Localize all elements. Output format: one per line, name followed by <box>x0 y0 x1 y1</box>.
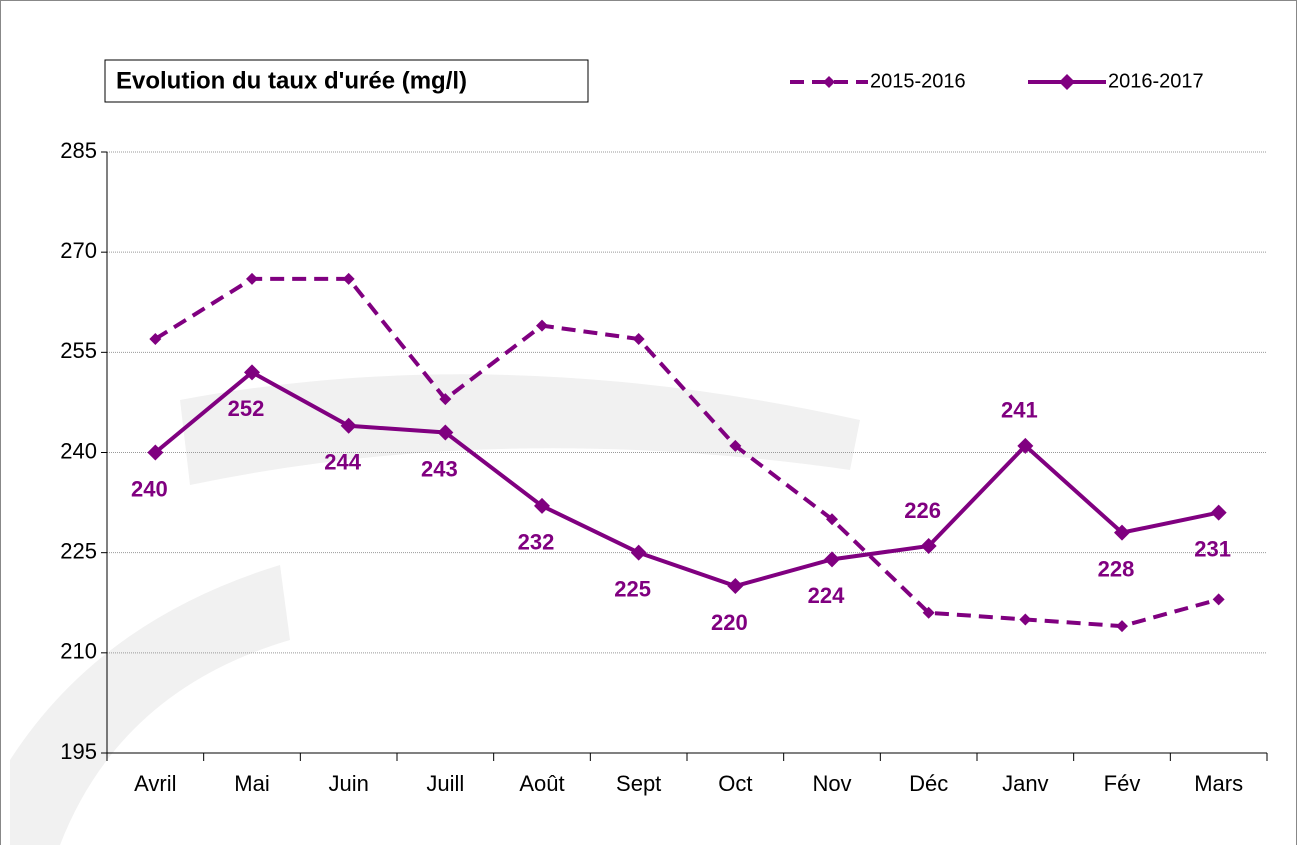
chart-title: Evolution du taux d'urée (mg/l) <box>116 67 467 94</box>
marker <box>147 444 164 461</box>
marker <box>727 578 744 595</box>
data-label: 226 <box>904 498 941 523</box>
data-label: 244 <box>324 450 361 475</box>
x-tick-label: Oct <box>718 771 752 796</box>
marker <box>439 393 452 406</box>
x-tick-label: Juill <box>426 771 464 796</box>
marker <box>824 551 840 568</box>
marker <box>536 319 548 332</box>
legend-marker <box>1059 74 1075 90</box>
marker <box>340 417 357 434</box>
y-tick-label: 270 <box>60 238 97 263</box>
data-label: 225 <box>614 576 651 601</box>
y-tick-label: 255 <box>60 338 97 363</box>
marker <box>1017 437 1034 454</box>
marker <box>1019 613 1032 626</box>
y-tick-label: 195 <box>60 739 97 764</box>
legend-marker <box>823 76 835 88</box>
data-label: 241 <box>1001 398 1038 423</box>
data-label: 243 <box>421 456 458 481</box>
marker <box>149 332 162 345</box>
x-tick-label: Mai <box>234 771 269 796</box>
marker <box>630 544 647 561</box>
marker <box>632 332 645 345</box>
data-label: 228 <box>1098 556 1135 581</box>
data-label: 240 <box>131 476 168 501</box>
x-tick-label: Juin <box>328 771 368 796</box>
background-swoosh <box>10 565 290 845</box>
x-tick-label: Nov <box>812 771 851 796</box>
legend-label: 2015-2016 <box>870 70 966 92</box>
marker <box>826 513 838 526</box>
data-label: 224 <box>808 583 845 608</box>
series-line <box>154 369 1220 589</box>
marker <box>1210 504 1227 521</box>
marker <box>729 439 742 452</box>
marker <box>1212 593 1225 606</box>
x-tick-label: Avril <box>134 771 176 796</box>
x-tick-label: Sept <box>616 771 661 796</box>
y-tick-label: 225 <box>60 538 97 563</box>
marker <box>922 606 935 619</box>
title-box <box>104 59 589 103</box>
marker <box>246 272 258 285</box>
y-tick-label: 240 <box>60 438 97 463</box>
background-swoosh <box>180 374 860 485</box>
marker <box>244 364 260 381</box>
x-tick-label: Janv <box>1002 771 1048 796</box>
x-tick-label: Déc <box>909 771 948 796</box>
data-label: 231 <box>1194 536 1231 561</box>
legend-label: 2016-2017 <box>1108 70 1204 92</box>
data-label: 252 <box>228 396 265 421</box>
marker <box>437 424 454 441</box>
marker <box>1114 524 1130 541</box>
data-label: 220 <box>711 610 748 635</box>
marker <box>534 497 550 514</box>
marker <box>920 537 937 554</box>
y-tick-label: 210 <box>60 639 97 664</box>
x-tick-label: Fév <box>1104 771 1141 796</box>
y-tick-label: 285 <box>60 138 97 163</box>
marker <box>342 272 355 285</box>
data-label: 232 <box>518 530 555 555</box>
x-tick-label: Mars <box>1194 771 1243 796</box>
x-tick-label: Août <box>519 771 564 796</box>
marker <box>1116 620 1128 633</box>
